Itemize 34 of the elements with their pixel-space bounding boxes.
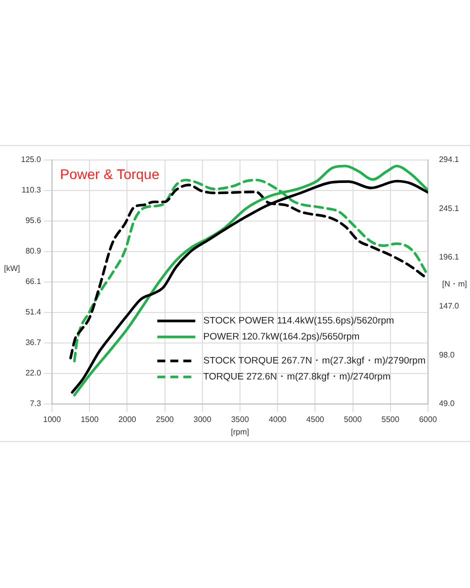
y2-tick-label: 294.1 (438, 155, 460, 164)
x-tick-label: 1500 (80, 414, 100, 424)
legend-label: STOCK POWER 114.4kW(155.6ps)/5620rpm (203, 316, 394, 327)
x-tick-label: 3500 (231, 414, 250, 424)
x-tick-label: 4000 (268, 414, 288, 424)
x-tick-label: 4500 (306, 414, 325, 424)
x-tick-label: 5000 (344, 414, 362, 424)
y2-tick-label: 245.1 (438, 204, 460, 213)
legend-label: POWER 120.7kW(164.2ps)/5650rpm (203, 332, 360, 343)
x-tick-label: 5500 (381, 414, 400, 424)
y-tick-label: 7.3 (30, 399, 42, 408)
y-tick-label: 110.3 (22, 186, 42, 195)
x-tick-label: 6000 (419, 414, 438, 424)
y-tick-label: 80.9 (25, 246, 42, 256)
y-tick-label: 36.7 (25, 338, 42, 348)
x-tick-label: 2500 (156, 414, 174, 424)
y-tick-label: 66.1 (25, 277, 42, 286)
x-tick-label: 2000 (118, 414, 137, 424)
y-tick-label: 95.6 (25, 216, 42, 226)
y2-tick-label: 147.0 (438, 302, 460, 311)
x-axis-title: [rpm] (230, 427, 250, 436)
y2-tick-label: 196.1 (438, 252, 460, 262)
y-tick-label: 22.0 (25, 368, 42, 378)
y-tick-label: 125.0 (20, 155, 42, 164)
chart-title: Power & Torque (60, 166, 160, 182)
x-tick-label: 1000 (43, 414, 62, 424)
y-axis-title: [kW] (4, 264, 20, 274)
y-tick-label: 51.4 (25, 308, 42, 317)
y2-tick-label: 49.0 (438, 399, 456, 408)
y2-tick-label: 98.0 (438, 350, 456, 360)
legend-label: STOCK TORQUE 267.7N・m(27.3kgf・m)/2790rpm (203, 356, 426, 367)
legend-label: TORQUE 272.6N・m(27.8kgf・m)/2740rpm (203, 372, 391, 383)
y2-axis-title: [N・m] (442, 280, 467, 289)
x-tick-label: 3000 (194, 414, 212, 424)
